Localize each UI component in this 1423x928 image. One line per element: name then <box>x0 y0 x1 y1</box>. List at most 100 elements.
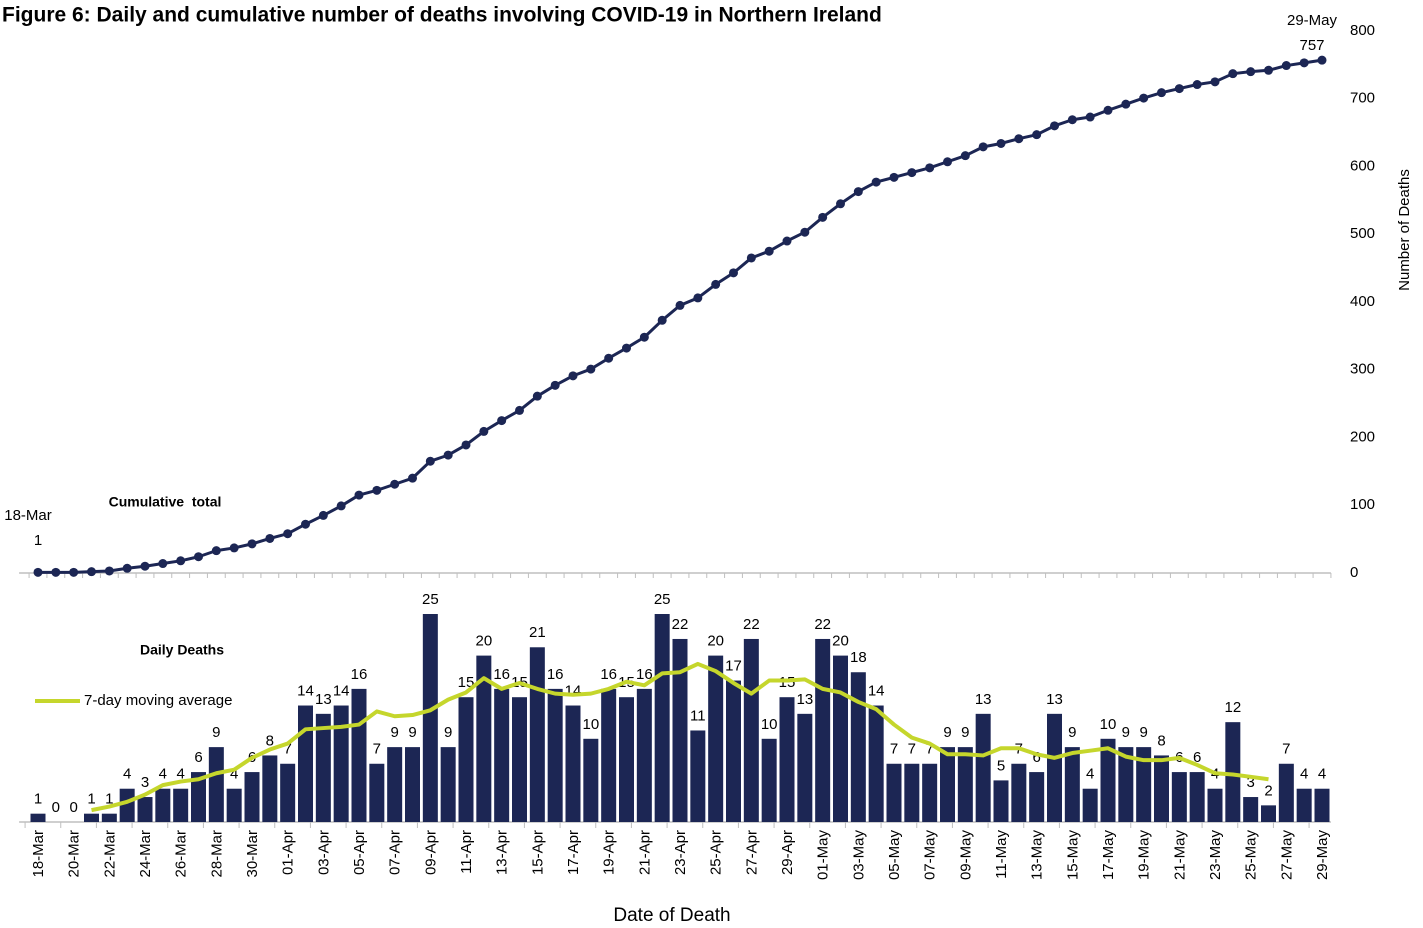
bar <box>440 747 456 822</box>
bar <box>1189 772 1205 822</box>
marker <box>853 187 863 197</box>
marker <box>729 268 738 278</box>
marker <box>265 533 275 543</box>
marker <box>818 212 828 222</box>
bar-value-label: 16 <box>636 666 653 683</box>
x-tick-label: 20-Mar <box>66 830 83 878</box>
marker <box>1246 67 1256 77</box>
marker <box>622 343 631 353</box>
bar-value-label: 7 <box>1282 741 1290 758</box>
bar-value-label: 1 <box>87 791 95 808</box>
marker <box>1067 115 1077 125</box>
bar-value-label: 2 <box>1264 782 1272 799</box>
bar-value-label: 7 <box>925 741 933 758</box>
marker <box>1014 134 1024 144</box>
marker <box>836 199 845 209</box>
bar <box>886 763 902 822</box>
bar-value-label: 4 <box>1086 766 1094 783</box>
marker <box>408 473 417 483</box>
bar <box>1243 797 1259 822</box>
bar <box>1314 788 1330 822</box>
bar <box>761 738 777 822</box>
marker <box>943 157 952 167</box>
bar-value-label: 10 <box>582 716 599 733</box>
bar <box>1296 788 1312 822</box>
x-tick-label: 11-May <box>993 830 1010 879</box>
bar <box>833 655 848 822</box>
x-tick-label: 11-Apr <box>458 830 475 874</box>
marker <box>301 519 310 529</box>
bar-value-label: 17 <box>725 658 742 675</box>
x-tick-label: 07-May <box>922 830 939 881</box>
bar-value-label: 20 <box>707 633 724 650</box>
marker <box>693 293 703 303</box>
marker <box>1192 80 1202 90</box>
marker <box>194 552 203 562</box>
bar <box>708 655 724 822</box>
marker <box>925 163 935 173</box>
bar-value-label: 15 <box>779 674 796 691</box>
marker <box>1157 88 1166 98</box>
marker <box>372 485 382 495</box>
x-tick-label: 25-May <box>1243 830 1260 881</box>
bar <box>226 788 242 822</box>
x-tick-label: 26-Mar <box>173 830 190 878</box>
bar <box>119 788 135 822</box>
marker <box>1264 65 1273 75</box>
x-tick-label: 01-May <box>815 830 832 881</box>
x-tick-label: 09-Apr <box>422 830 439 875</box>
marker <box>996 138 1006 148</box>
bar <box>619 697 634 822</box>
bar-value-label: 16 <box>493 666 510 683</box>
bar <box>797 713 813 822</box>
bar-value-label: 14 <box>297 682 314 699</box>
bar <box>868 705 884 822</box>
chart-title: Figure 6: Daily and cumulative number of… <box>2 4 882 27</box>
bar-value-label: 16 <box>351 666 368 683</box>
bar <box>636 688 652 822</box>
bar <box>244 772 260 822</box>
bar <box>315 713 331 822</box>
bar <box>993 780 1009 822</box>
bar-value-label: 9 <box>1068 724 1076 741</box>
marker <box>283 529 293 539</box>
x-tick-label: 01-Apr <box>280 830 297 875</box>
x-tick-label: 03-Apr <box>315 830 332 875</box>
bar-value-label: 1 <box>105 791 113 808</box>
bar-value-label: 14 <box>565 682 582 699</box>
bar-value-label: 3 <box>141 774 149 791</box>
x-tick-label: 24-Mar <box>137 830 154 878</box>
x-tick-label: 17-Apr <box>565 830 582 875</box>
bar-value-label: 25 <box>422 591 439 608</box>
bar-value-label: 9 <box>408 724 416 741</box>
x-tick-label: 21-May <box>1171 830 1188 881</box>
bar-value-label: 4 <box>230 766 238 783</box>
bar-value-label: 4 <box>123 766 131 783</box>
start-date-label: 18-Mar <box>4 507 52 524</box>
bar <box>137 797 153 822</box>
bar-value-label: 20 <box>475 633 492 650</box>
bar <box>280 763 296 822</box>
x-tick-label: 30-Mar <box>244 830 261 878</box>
y2-tick-label: 400 <box>1350 293 1375 310</box>
bar-value-label: 22 <box>743 616 760 633</box>
marker <box>140 561 150 571</box>
x-tick-label: 27-May <box>1278 830 1295 881</box>
bar <box>387 747 403 822</box>
marker <box>33 567 43 577</box>
bar-value-label: 0 <box>52 799 60 816</box>
bar-value-label: 13 <box>1046 691 1063 708</box>
bar <box>654 614 670 822</box>
marker <box>122 563 132 573</box>
marker <box>1085 112 1095 122</box>
bar <box>208 747 224 822</box>
x-tick-label: 27-Apr <box>743 830 760 875</box>
marker <box>746 253 756 263</box>
marker <box>782 236 792 246</box>
bar <box>726 680 741 822</box>
bar-value-label: 1 <box>34 791 42 808</box>
marker <box>497 416 507 426</box>
marker <box>318 510 328 520</box>
y2-tick-label: 100 <box>1350 496 1375 513</box>
